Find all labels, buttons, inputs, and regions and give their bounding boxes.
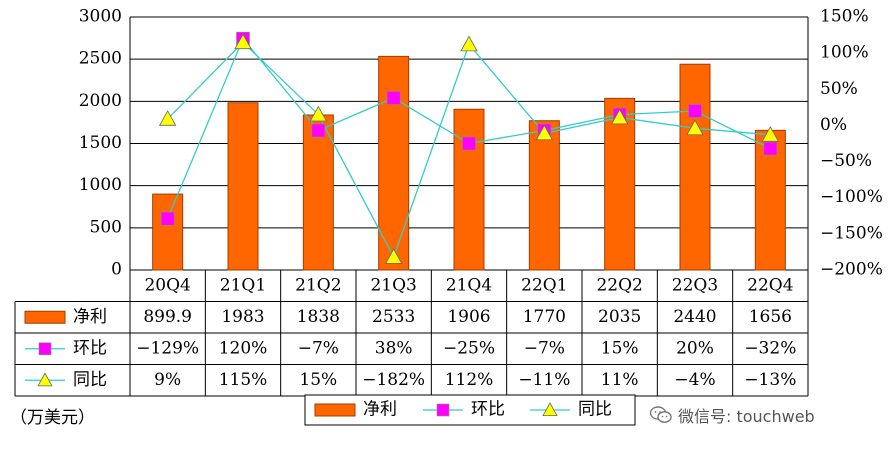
table-series-name: 净利 — [73, 307, 107, 327]
bar — [528, 120, 560, 271]
table-cell: −32% — [744, 338, 796, 358]
legend-label: 同比 — [578, 400, 612, 420]
point-yoy — [610, 108, 629, 125]
legend-swatch-bar — [24, 310, 66, 324]
right-tick-label: 50% — [820, 79, 858, 99]
left-tick-label: 0 — [111, 260, 122, 280]
table-cell: 115% — [219, 370, 268, 390]
legend-swatch-yoy — [37, 372, 53, 387]
left-tick-label: 1000 — [79, 175, 122, 195]
point-yoy — [384, 248, 403, 264]
category-label: 21Q2 — [295, 275, 341, 295]
watermark: 微信号: touchweb — [650, 403, 815, 427]
table-cell: −25% — [443, 338, 495, 358]
legend-swatch-mom — [436, 403, 450, 417]
point-yoy — [535, 124, 554, 141]
point-yoy — [234, 33, 252, 50]
legend-box — [304, 394, 636, 426]
category-label: 21Q3 — [370, 275, 416, 295]
category-label: 22Q2 — [596, 275, 642, 295]
table-cell: 9% — [154, 370, 181, 390]
table-cell: 1906 — [447, 307, 490, 327]
table-cell: −7% — [524, 338, 565, 358]
bar — [679, 63, 711, 271]
table-cell: 899.9 — [143, 307, 192, 327]
legend-swatch-bar — [314, 403, 356, 417]
bar — [152, 193, 184, 271]
table-cell: −7% — [298, 338, 339, 358]
table-cell: −129% — [136, 338, 199, 358]
wechat-icon — [650, 406, 672, 423]
category-label: 21Q1 — [220, 275, 266, 295]
left-tick-label: 1500 — [79, 133, 122, 153]
table-cell: 15% — [601, 338, 639, 358]
point-mom — [311, 123, 326, 138]
bar — [453, 108, 485, 271]
table-cell: 112% — [445, 370, 494, 390]
category-label: 22Q4 — [747, 275, 793, 295]
right-tick-label: 0% — [820, 115, 847, 135]
category-label: 21Q4 — [446, 275, 492, 295]
table-cell: −182% — [362, 370, 425, 390]
table-cell: 11% — [601, 370, 639, 390]
table-cell: 15% — [299, 370, 337, 390]
watermark-text: 微信号: touchweb — [678, 407, 815, 426]
table-cell: 1838 — [297, 307, 340, 327]
right-tick-label: −100% — [820, 187, 883, 207]
left-tick-label: 2000 — [79, 91, 122, 111]
table-cell: 2533 — [372, 307, 415, 327]
legend-swatch-mom — [38, 342, 52, 356]
unit-label: （万美元） — [10, 408, 95, 428]
point-yoy — [158, 110, 177, 126]
point-mom — [160, 211, 175, 226]
bar — [604, 97, 636, 271]
point-mom — [462, 136, 476, 151]
point-mom — [386, 91, 401, 105]
right-tick-label: −200% — [820, 260, 883, 280]
bar — [302, 114, 334, 271]
table-series-name: 同比 — [73, 370, 107, 390]
table-cell: 2035 — [598, 307, 641, 327]
category-label: 22Q3 — [672, 275, 718, 295]
legend-label: 环比 — [471, 400, 505, 420]
legend-label: 净利 — [363, 400, 397, 420]
table-cell: 20% — [676, 338, 714, 358]
point-yoy — [460, 35, 478, 52]
table-cell: 2440 — [673, 307, 716, 327]
table-cell: 38% — [375, 338, 413, 358]
left-tick-label: 3000 — [79, 7, 122, 27]
table-cell: 1656 — [749, 307, 792, 327]
left-tick-label: 500 — [90, 217, 122, 237]
bar — [227, 102, 259, 271]
left-tick-label: 2500 — [79, 49, 122, 69]
point-mom — [688, 104, 702, 118]
point-yoy — [309, 105, 328, 122]
legend-swatch-yoy — [542, 402, 558, 417]
table-series-name: 环比 — [73, 338, 107, 358]
category-label: 20Q4 — [144, 275, 190, 295]
point-mom — [763, 141, 778, 156]
table-cell: −4% — [674, 370, 715, 390]
table-cell: 1770 — [523, 307, 566, 327]
category-label: 22Q1 — [521, 275, 567, 295]
point-yoy — [761, 126, 780, 142]
right-tick-label: −150% — [820, 223, 883, 243]
table-cell: −13% — [744, 370, 796, 390]
table-cell: 1983 — [221, 307, 264, 327]
right-tick-label: 100% — [820, 43, 869, 63]
right-tick-label: 150% — [820, 7, 869, 27]
point-yoy — [686, 119, 704, 136]
right-tick-label: −50% — [820, 151, 872, 171]
table-cell: −11% — [518, 370, 570, 390]
table-cell: 120% — [219, 338, 268, 358]
